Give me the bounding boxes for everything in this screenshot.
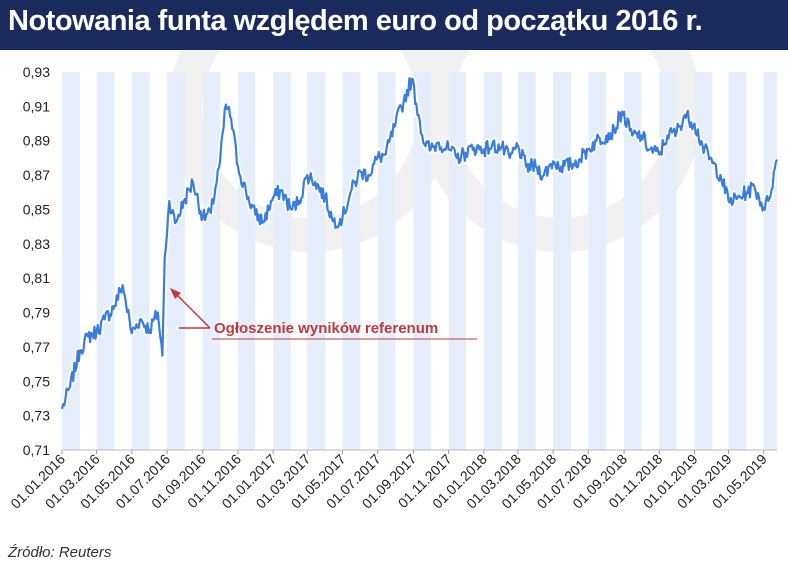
- y-tick-label: 0,81: [23, 270, 50, 286]
- series-line: [60, 77, 779, 410]
- month-band: [307, 72, 326, 450]
- month-band: [624, 72, 642, 450]
- month-band: [273, 72, 292, 450]
- annotation-arrow-line: [175, 293, 211, 329]
- month-band: [483, 72, 502, 450]
- month-band: [167, 72, 185, 450]
- month-band: [202, 72, 221, 450]
- month-band: [342, 72, 361, 450]
- month-band: [694, 72, 713, 450]
- month-band: [553, 72, 571, 450]
- y-tick-label: 0,93: [23, 64, 50, 80]
- month-band: [588, 72, 607, 450]
- month-band: [448, 72, 466, 450]
- y-tick-label: 0,89: [23, 133, 50, 149]
- title-bar: Notowania funta względem euro od początk…: [0, 0, 788, 50]
- y-tick-label: 0,79: [23, 305, 50, 321]
- month-band: [517, 72, 536, 450]
- y-tick-label: 0,71: [23, 442, 50, 458]
- series-lines: [59, 75, 780, 410]
- month-band: [96, 72, 115, 450]
- y-tick-label: 0,83: [23, 236, 50, 252]
- month-band: [131, 72, 150, 450]
- chart-title: Notowania funta względem euro od początk…: [8, 5, 703, 37]
- month-band: [728, 72, 747, 450]
- x-axis: 01.01.201601.03.201601.05.201601.07.2016…: [7, 450, 770, 512]
- y-tick-label: 0,85: [23, 201, 50, 217]
- month-band: [377, 72, 396, 450]
- y-tick-label: 0,77: [23, 339, 50, 355]
- chart: 0,93 0,91 0,89 0,87 0,85 0,83 0,81 0,79 0,77 0,75…: [7, 50, 780, 512]
- y-tick-label: 0,73: [23, 408, 50, 424]
- y-tick-label: 0,91: [23, 98, 50, 114]
- month-band: [413, 72, 431, 450]
- annotation-arrowhead: [170, 288, 181, 299]
- y-tick-label: 0,75: [23, 373, 50, 389]
- annotation: Ogłoszenie wyników referenum: [170, 288, 477, 340]
- source-note: Źródło: Reuters: [8, 544, 112, 561]
- annotation-text: Ogłoszenie wyników referenum: [214, 320, 438, 337]
- month-band: [659, 72, 677, 450]
- month-band: [238, 72, 256, 450]
- y-tick-label: 0,87: [23, 167, 50, 183]
- y-axis: 0,93 0,91 0,89 0,87 0,85 0,83 0,81 0,79 0,77 0,75…: [23, 64, 50, 458]
- month-band: [763, 72, 777, 450]
